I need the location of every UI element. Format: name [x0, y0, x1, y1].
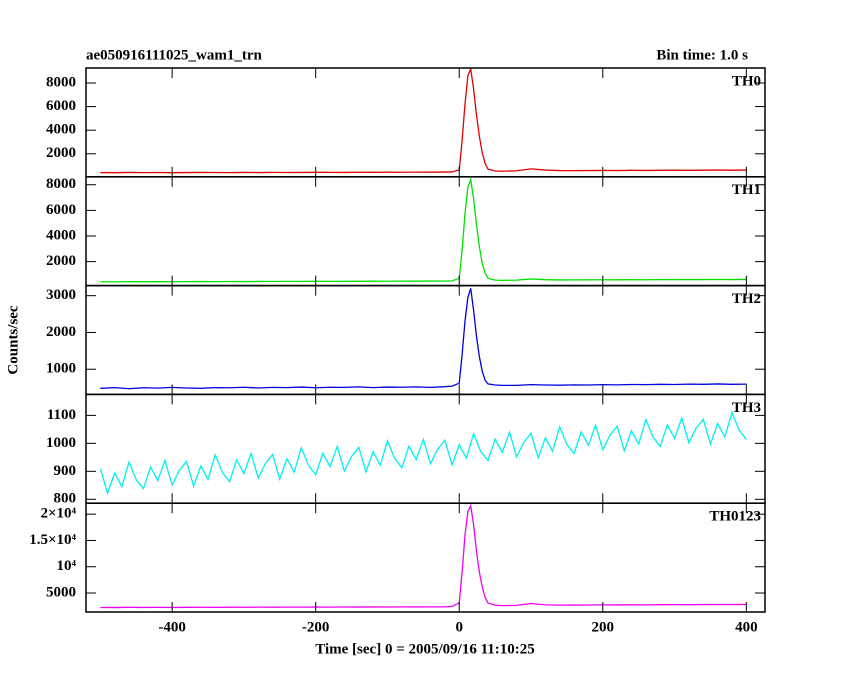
chart-subtitle: Bin time: 1.0 s — [656, 47, 748, 63]
y-tick-label: 1000 — [46, 435, 76, 451]
x-axis-label: Time [sec] 0 = 2005/09/16 11:10:25 — [315, 641, 535, 657]
y-tick-label: 4000 — [46, 227, 76, 243]
series-label: TH3 — [732, 400, 761, 416]
x-tick-label: 0 — [455, 619, 463, 635]
y-tick-label: 1000 — [46, 361, 76, 377]
y-tick-label: 1100 — [47, 407, 76, 423]
series-label: TH0123 — [709, 509, 761, 525]
y-axis-label: Counts/sec — [5, 305, 21, 375]
series-label: TH2 — [732, 291, 761, 307]
panel-frame — [85, 67, 766, 178]
y-tick-label: 10⁴ — [57, 558, 77, 574]
y-tick-label: 2000 — [46, 324, 76, 340]
x-tick-label: -200 — [302, 619, 330, 635]
y-tick-label: 8000 — [46, 176, 76, 192]
y-tick-label: 5000 — [46, 584, 76, 600]
y-tick-label: 1.5×10⁴ — [29, 532, 76, 548]
data-line — [100, 68, 747, 174]
y-tick-label: 2×10⁴ — [40, 506, 76, 522]
y-tick-label: 8000 — [46, 74, 76, 90]
y-tick-label: 800 — [54, 491, 77, 507]
y-tick-label: 6000 — [46, 202, 76, 218]
series-label: TH0 — [732, 73, 761, 89]
panel-frame — [85, 176, 766, 287]
chart-title: ae050916111025_wam1_trn — [86, 47, 262, 63]
y-tick-label: 3000 — [46, 287, 76, 303]
data-line — [100, 177, 747, 283]
y-tick-label: 2000 — [46, 253, 76, 269]
y-tick-label: 900 — [54, 463, 77, 479]
data-line — [100, 288, 747, 390]
data-line — [100, 503, 747, 609]
panel-frame — [85, 284, 766, 396]
x-tick-label: -400 — [158, 619, 186, 635]
data-line — [99, 410, 747, 496]
y-tick-label: 2000 — [46, 145, 76, 161]
panel-frame — [85, 502, 766, 613]
y-tick-label: 6000 — [46, 98, 76, 114]
y-tick-label: 4000 — [46, 122, 76, 138]
x-tick-label: 400 — [735, 619, 758, 635]
series-label: TH1 — [732, 182, 761, 198]
x-tick-label: 200 — [592, 619, 615, 635]
